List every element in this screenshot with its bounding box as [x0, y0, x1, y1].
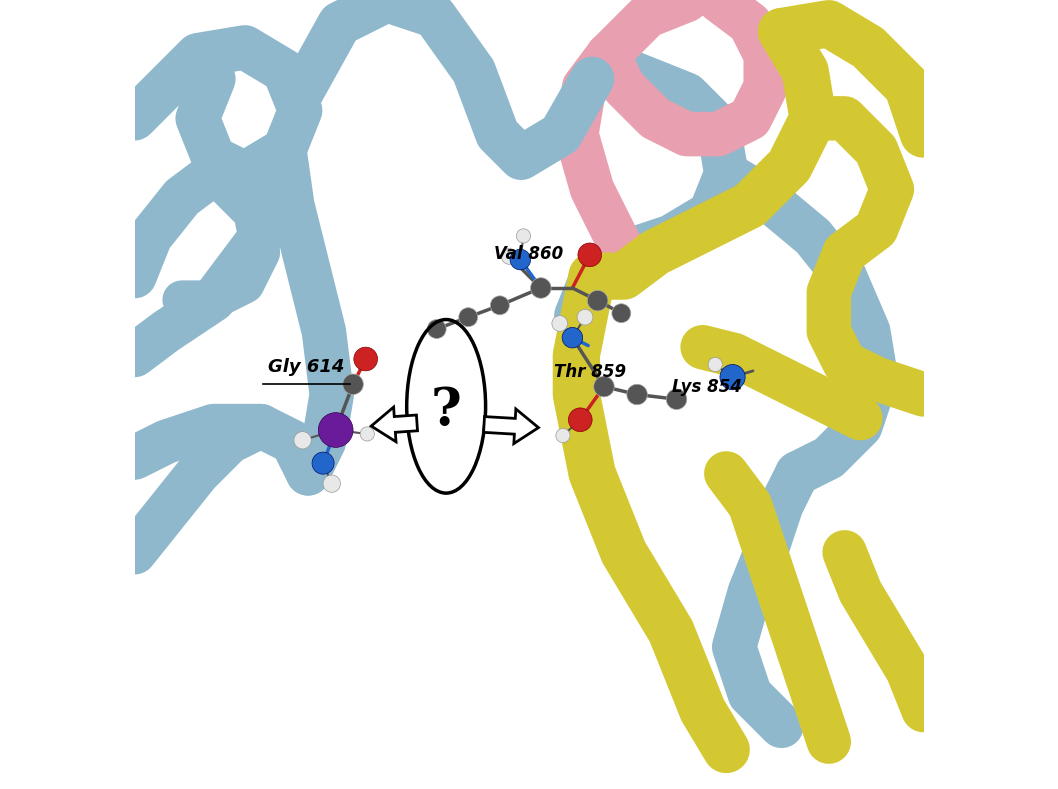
- Text: Lys 854: Lys 854: [672, 378, 742, 395]
- FancyArrow shape: [484, 409, 539, 443]
- Text: Thr 859: Thr 859: [554, 364, 626, 381]
- Text: ?: ?: [431, 385, 461, 436]
- Circle shape: [510, 249, 530, 270]
- Circle shape: [568, 408, 592, 432]
- Circle shape: [353, 347, 378, 371]
- Text: Val 860: Val 860: [494, 245, 564, 263]
- Circle shape: [612, 304, 631, 323]
- Circle shape: [294, 432, 311, 449]
- Circle shape: [626, 384, 647, 405]
- Circle shape: [343, 374, 363, 394]
- Circle shape: [312, 452, 334, 474]
- Text: Gly 614: Gly 614: [269, 358, 345, 376]
- Circle shape: [360, 427, 375, 441]
- Circle shape: [427, 320, 446, 338]
- Circle shape: [323, 475, 341, 492]
- Circle shape: [577, 309, 592, 325]
- Circle shape: [587, 290, 608, 311]
- Circle shape: [578, 243, 602, 267]
- Circle shape: [594, 376, 615, 397]
- Circle shape: [708, 357, 723, 372]
- Circle shape: [459, 308, 478, 327]
- Circle shape: [667, 389, 687, 409]
- Circle shape: [719, 365, 745, 390]
- Circle shape: [501, 249, 517, 264]
- Circle shape: [555, 428, 570, 443]
- Circle shape: [562, 327, 583, 348]
- Circle shape: [552, 316, 568, 331]
- Circle shape: [490, 296, 509, 315]
- Circle shape: [516, 229, 530, 243]
- Circle shape: [530, 278, 551, 298]
- FancyArrow shape: [371, 407, 418, 442]
- Circle shape: [318, 413, 353, 447]
